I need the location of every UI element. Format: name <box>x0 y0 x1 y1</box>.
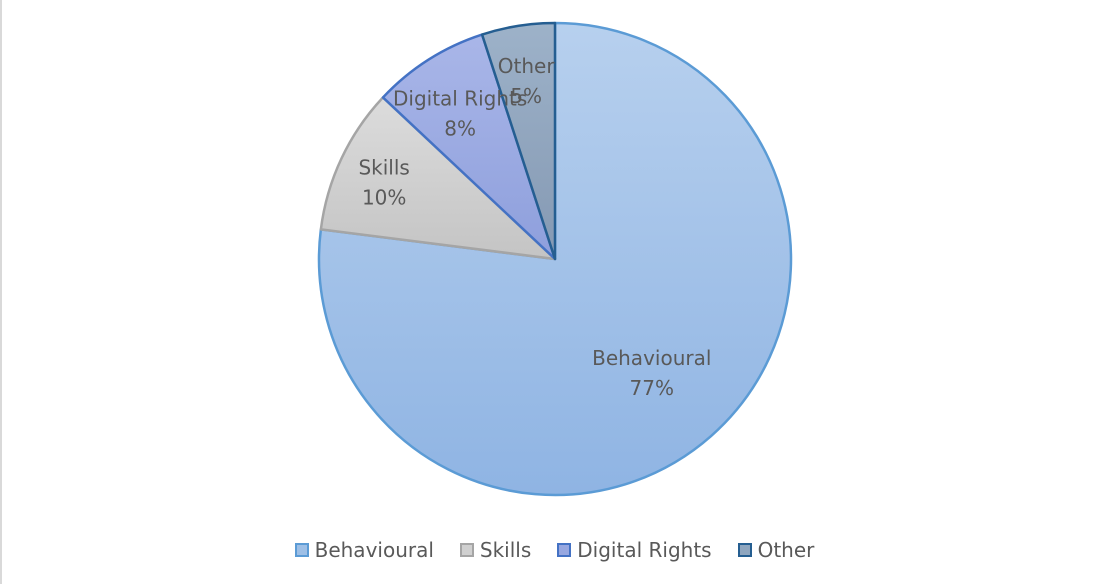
legend-swatch-skills <box>459 543 474 557</box>
legend-swatch-other <box>737 543 752 557</box>
data-label-percent: 77% <box>630 376 674 400</box>
data-label-digital-rights: Digital Rights 8% <box>393 87 527 141</box>
data-label-percent: 8% <box>444 117 476 141</box>
pie-slice-digital-rights[interactable] <box>381 33 557 261</box>
data-label-percent: 5% <box>510 84 542 108</box>
legend-label: Other <box>757 538 815 562</box>
legend-swatch-behavioural <box>294 543 309 557</box>
data-label-percent: 10% <box>362 186 406 210</box>
pie-slice-other[interactable] <box>480 21 557 261</box>
legend-label: Skills <box>479 538 532 562</box>
data-label-category: Skills <box>358 156 409 180</box>
data-label-behavioural: Behavioural 77% <box>592 346 711 400</box>
data-label-category: Digital Rights <box>393 87 527 111</box>
legend-item-skills[interactable]: Skills <box>459 538 532 562</box>
legend-swatch-digital-rights <box>557 543 572 557</box>
chart-legend: Behavioural Skills Digital Rights Other <box>0 536 1109 564</box>
data-label-other: Other 5% <box>498 54 556 108</box>
legend-label: Digital Rights <box>577 538 712 562</box>
legend-item-other[interactable]: Other <box>737 538 815 562</box>
data-label-skills: Skills 10% <box>358 156 409 210</box>
pie-slice-skills[interactable] <box>319 96 557 261</box>
legend-item-digital-rights[interactable]: Digital Rights <box>557 538 712 562</box>
data-label-category: Other <box>498 54 556 78</box>
legend-label: Behavioural <box>314 538 434 562</box>
data-label-category: Behavioural <box>592 346 711 370</box>
legend-item-behavioural[interactable]: Behavioural <box>294 538 434 562</box>
